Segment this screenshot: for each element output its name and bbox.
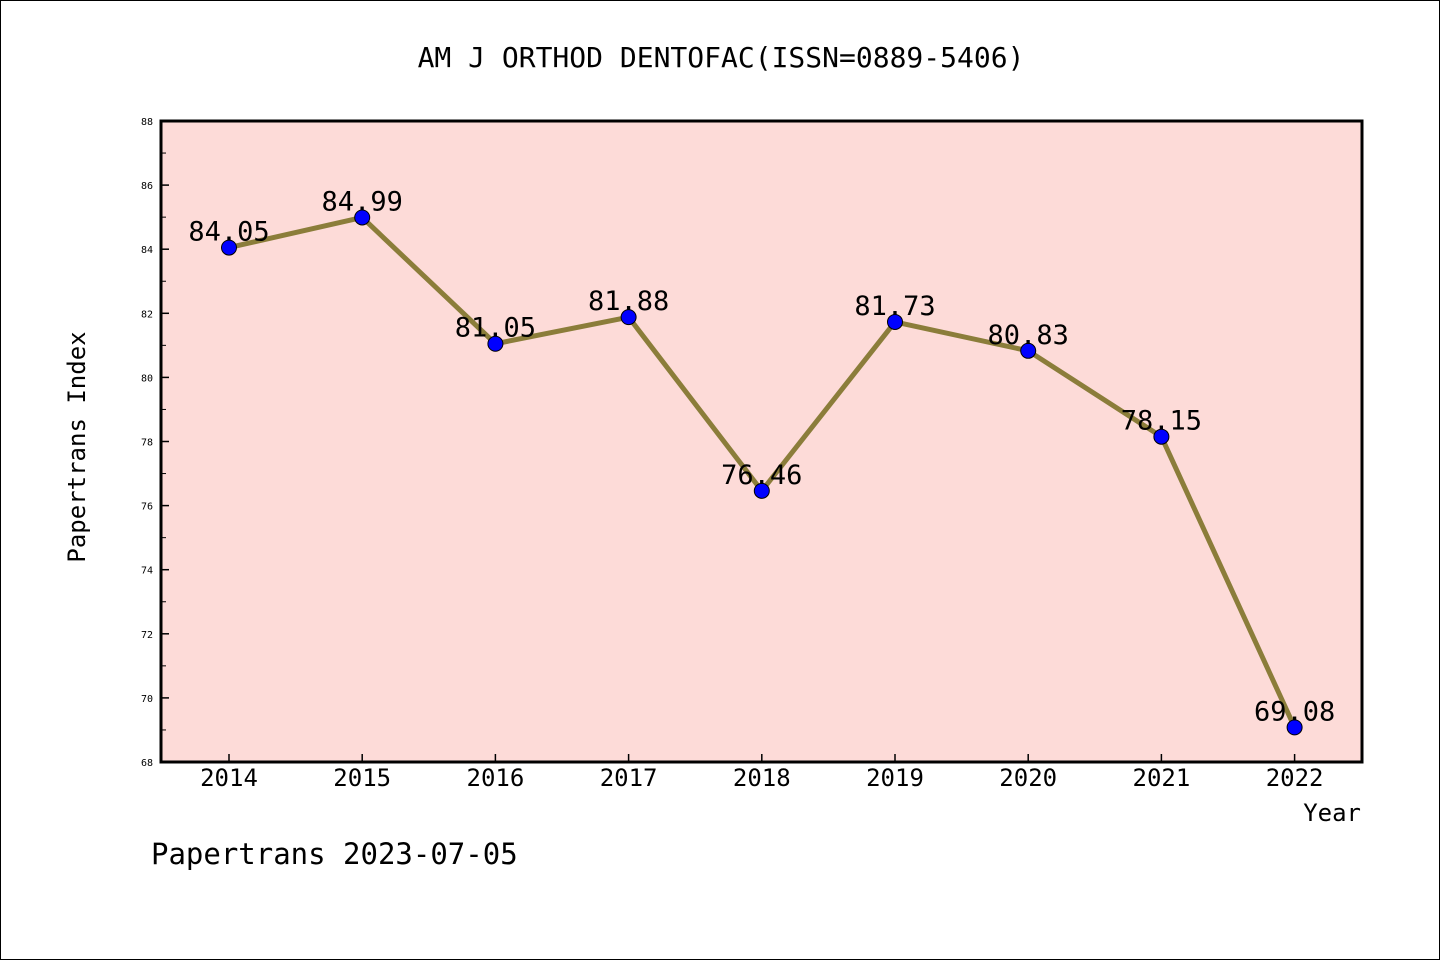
data-point xyxy=(620,309,637,326)
x-tick-label: 2021 xyxy=(1133,764,1191,792)
data-label: 84.99 xyxy=(322,186,403,217)
data-label: 81.88 xyxy=(588,286,669,317)
data-point xyxy=(221,239,237,256)
data-point xyxy=(487,335,504,352)
x-tick-label: 2014 xyxy=(200,764,258,792)
y-tick-label: 88 xyxy=(141,117,153,128)
x-tick-label: 2017 xyxy=(600,764,658,792)
data-point xyxy=(1153,428,1170,445)
x-axis-title: Year xyxy=(1303,799,1361,827)
data-series xyxy=(221,209,1303,736)
y-tick-label: 78 xyxy=(141,438,153,449)
footer-text: Papertrans 2023-07-05 xyxy=(151,837,518,871)
data-label: 69.08 xyxy=(1254,696,1335,727)
y-tick-label: 80 xyxy=(141,373,153,384)
y-tick-label: 84 xyxy=(141,245,153,256)
y-tick-label: 76 xyxy=(141,502,153,513)
data-point xyxy=(354,209,371,226)
data-label: 78.15 xyxy=(1121,406,1202,437)
x-axis: 2014 2015 2016 2017 2018 2019 2020 2021 2022 xyxy=(200,754,1323,792)
data-point xyxy=(887,313,903,330)
chart-title: AM J ORTHOD DENTOFAC(ISSN=0889-5406) xyxy=(418,41,1025,74)
x-tick-label: 2020 xyxy=(999,764,1057,792)
data-label: 81.73 xyxy=(854,291,935,322)
y-tick-label: 74 xyxy=(141,566,153,577)
plot-border xyxy=(159,119,1364,764)
x-tick-label: 2019 xyxy=(866,764,924,792)
x-tick-label: 2022 xyxy=(1266,764,1324,792)
data-point xyxy=(1286,719,1303,736)
data-labels: 84.05 84.99 81.05 81.88 76.46 81.73 80.83 78.15… xyxy=(188,186,1335,727)
x-tick-label: 2018 xyxy=(733,764,791,792)
x-tick-label: 2016 xyxy=(467,764,525,792)
y-tick-label: 86 xyxy=(141,181,153,192)
data-point xyxy=(1020,342,1037,359)
y-tick-label: 68 xyxy=(141,758,153,769)
x-tick-label: 2015 xyxy=(333,764,391,792)
y-axis-title: Papertrans Index xyxy=(63,331,91,562)
data-label: 81.05 xyxy=(455,313,536,344)
data-label: 80.83 xyxy=(988,320,1069,351)
data-label: 84.05 xyxy=(188,217,269,248)
data-label: 76.46 xyxy=(721,460,802,491)
y-tick-label: 82 xyxy=(141,309,153,320)
y-tick-label: 70 xyxy=(141,694,153,705)
data-point xyxy=(753,482,770,499)
y-tick-label: 72 xyxy=(141,630,153,641)
